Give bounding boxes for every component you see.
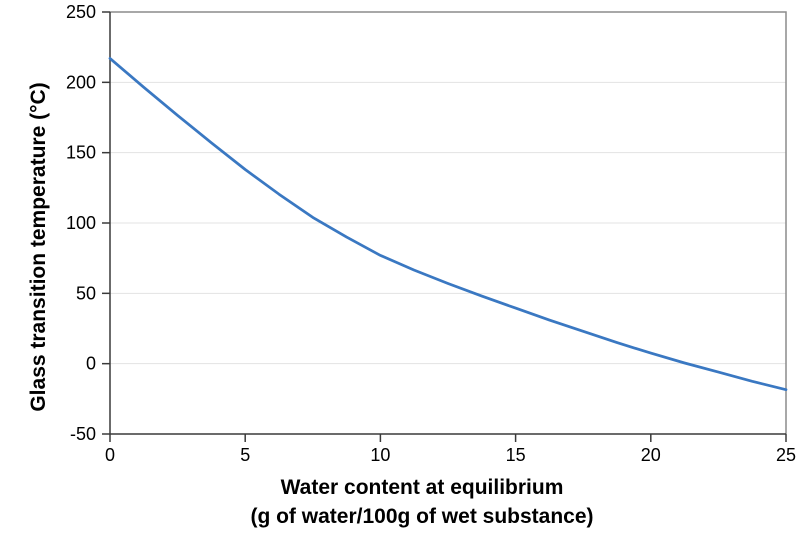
- x-tick-label: 10: [370, 445, 390, 465]
- y-tick-label: 150: [66, 143, 96, 163]
- x-axis-title: Water content at equilibrium (g of water…: [84, 473, 760, 531]
- x-tick-label: 15: [506, 445, 526, 465]
- y-tick-label: 100: [66, 213, 96, 233]
- y-tick-label: 0: [86, 354, 96, 374]
- y-tick-label: -50: [70, 424, 96, 444]
- x-tick-label: 25: [776, 445, 796, 465]
- x-axis-title-line2: (g of water/100g of wet substance): [250, 505, 594, 528]
- x-axis-title-line1: Water content at equilibrium: [280, 476, 564, 499]
- x-tick-label: 0: [105, 445, 115, 465]
- y-tick-label: 200: [66, 72, 96, 92]
- x-tick-label: 20: [641, 445, 661, 465]
- series-line: [108, 57, 788, 392]
- x-tick-label: 5: [240, 445, 250, 465]
- y-tick-label: 50: [76, 283, 96, 303]
- plot-border: [110, 11, 787, 434]
- y-tick-label: 250: [66, 2, 96, 22]
